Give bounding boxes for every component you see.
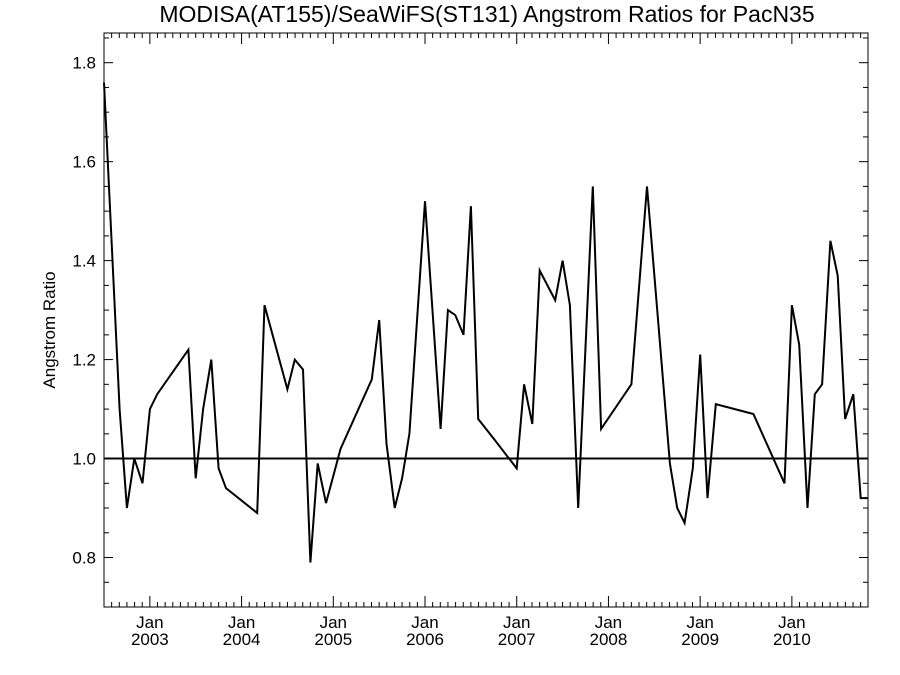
y-tick-label: 1.2: [72, 351, 96, 370]
x-axis: Jan2003Jan2004Jan2005Jan2006Jan2007Jan20…: [103, 33, 862, 649]
plot-frame: [103, 32, 869, 608]
x-tick-label-month: Jan: [503, 613, 530, 632]
x-tick-label-month: Jan: [686, 613, 713, 632]
x-tick-label-month: Jan: [411, 613, 438, 632]
x-tick-label-month: Jan: [320, 613, 347, 632]
x-tick-label-year: 2009: [681, 630, 719, 649]
x-tick-label-year: 2004: [223, 630, 261, 649]
series-line: [103, 82, 868, 563]
x-tick-label-year: 2003: [131, 630, 169, 649]
x-tick-label-month: Jan: [136, 613, 163, 632]
y-axis-label: Angstrom Ratio: [40, 271, 59, 388]
series-group: [103, 82, 868, 563]
x-tick-label-year: 2005: [314, 630, 352, 649]
x-tick-label-year: 2007: [498, 630, 536, 649]
x-tick-label-month: Jan: [595, 613, 622, 632]
x-tick-label-month: Jan: [228, 613, 255, 632]
x-tick-label-month: Jan: [778, 613, 805, 632]
x-tick-label-year: 2010: [773, 630, 811, 649]
chart-title: MODISA(AT155)/SeaWiFS(ST131) Angstrom Ra…: [159, 1, 814, 27]
y-tick-label: 0.8: [72, 549, 96, 568]
y-tick-label: 1.8: [72, 54, 96, 73]
y-tick-label: 1.0: [72, 450, 96, 469]
y-tick-label: 1.4: [72, 252, 96, 271]
y-tick-label: 1.6: [72, 153, 96, 172]
x-tick-label-year: 2006: [406, 630, 444, 649]
x-tick-label-year: 2008: [590, 630, 628, 649]
y-axis: 0.8 1.0 1.2 1.4 1.6 1.8: [72, 37, 868, 608]
